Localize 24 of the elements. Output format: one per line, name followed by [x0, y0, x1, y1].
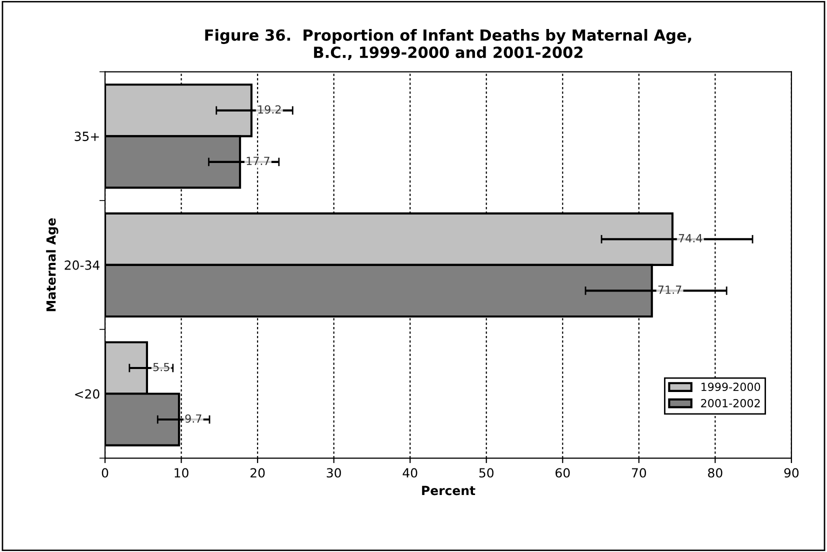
legend-label: 2001-2002 [701, 398, 760, 408]
data-label: 19.2 [258, 105, 281, 114]
data-label: 9.7 [185, 414, 202, 423]
x-tick-label: 0 [102, 468, 108, 478]
chart-title: Figure 36. Proportion of Infant Deaths by Maternal Age, B.C., 1999-2000 and 2001-2002 [205, 29, 692, 60]
y-axis-title: Maternal Age [46, 218, 58, 312]
x-tick-label: 60 [556, 468, 570, 478]
x-axis-title: Percent [422, 486, 476, 496]
y-tick-label: <20 [75, 389, 100, 399]
x-tick-label: 40 [402, 468, 418, 478]
y-tick-label: 35+ [74, 132, 99, 142]
legend-label: 1999-2000 [702, 382, 760, 392]
data-label: 71.7 [658, 286, 682, 294]
y-tick-label: 20-34 [64, 260, 100, 270]
x-tick-label: 30 [326, 468, 341, 478]
data-label: 17.7 [246, 156, 270, 165]
data-label: 5.5 [153, 362, 170, 372]
x-tick-label: 70 [632, 468, 646, 478]
data-label: 74.4 [678, 234, 702, 242]
x-tick-label: 80 [708, 468, 722, 478]
x-tick-label: 50 [479, 468, 494, 478]
x-tick-label: 90 [784, 468, 799, 478]
x-tick-label: 10 [174, 468, 188, 478]
x-tick-label: 20 [250, 468, 265, 478]
